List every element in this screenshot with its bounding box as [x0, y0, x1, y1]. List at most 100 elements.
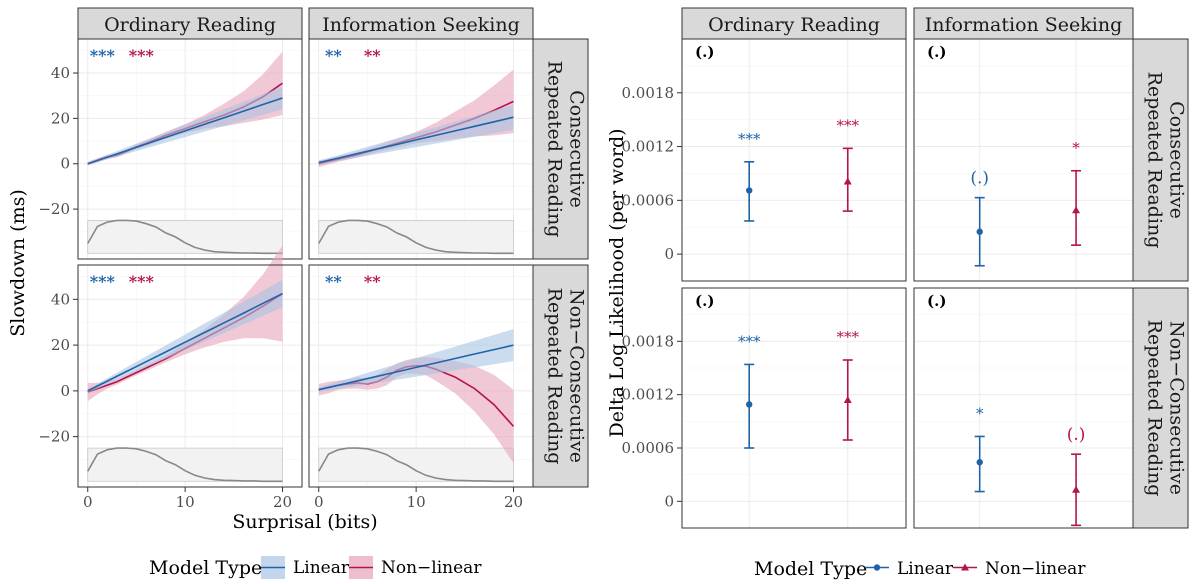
significance-label: (.) [970, 169, 989, 189]
linear-line [318, 116, 514, 164]
panel: (.) *** *** [681, 38, 907, 282]
linear-ci-band [318, 329, 514, 392]
density-box [87, 447, 283, 482]
significance-label: *** [738, 130, 761, 148]
nonlinear-significance: *** [129, 272, 155, 291]
panel: *** *** [77, 245, 303, 488]
facet-strip-label-line: Repeated Reading [1144, 320, 1166, 497]
facet-strip-col [77, 7, 303, 40]
panel-border [681, 38, 907, 282]
nonlinear-significance: ** [364, 46, 381, 65]
facet-strip-label-line: Repeated Reading [544, 288, 566, 465]
panel-border [681, 287, 907, 529]
facet-strip-label: Ordinary Reading [104, 14, 276, 36]
y-axis-title: Delta Log Likelihood (per word) [606, 128, 628, 437]
density-curve [318, 219, 514, 255]
facet-strip-label: ConsecutiveRepeated Reading [1144, 72, 1188, 249]
y-tick-label: 20 [51, 109, 70, 127]
facet-strip-row-label-group: Non−ConsecutiveRepeated Reading [1144, 320, 1188, 497]
legend-label: Non−linear [985, 559, 1086, 579]
panel-border [77, 38, 303, 260]
x-tick-label: 20 [504, 493, 523, 511]
corner-label: (.) [695, 292, 714, 310]
facet-strip-row [532, 38, 589, 260]
y-tick-label: 0.0012 [622, 386, 675, 404]
facet-strip-col [913, 7, 1134, 40]
x-tick-label: 10 [407, 493, 426, 511]
panel: ** ** [308, 38, 534, 260]
point-nonlinear [1072, 206, 1081, 214]
density-box [318, 220, 514, 254]
y-tick-label: 0 [60, 382, 70, 400]
legend-key-nonlinear-point [961, 563, 969, 571]
panel-border [308, 264, 534, 488]
legend-key-linear-point [873, 564, 881, 571]
legend-label: Linear [897, 559, 954, 579]
linear-ci-band [87, 86, 283, 165]
facet-strip-row-label-group: Non−ConsecutiveRepeated Reading [544, 288, 588, 465]
legend-title: Model Type [754, 558, 867, 580]
linear-ci-band [318, 104, 514, 165]
facet-strip-label: Information Seeking [322, 14, 520, 36]
density-curve [87, 219, 283, 255]
density-box [87, 220, 283, 254]
x-tick-label: 20 [273, 493, 292, 511]
density-box [318, 447, 514, 482]
facet-strip-col [681, 7, 907, 40]
density-curve [87, 447, 283, 483]
significance-label: * [1072, 139, 1080, 157]
panel: ** ** [308, 264, 534, 488]
linear-line [87, 292, 283, 392]
linear-significance: ** [325, 46, 342, 65]
linear-line [87, 97, 283, 165]
linear-ci-band [87, 279, 283, 393]
y-tick-label: 0.0018 [622, 332, 675, 350]
facet-strip-label: ConsecutiveRepeated Reading [544, 61, 588, 238]
y-tick-label: −20 [38, 428, 70, 446]
legend-label: Non−linear [381, 558, 482, 578]
x-tick-label: 10 [176, 493, 195, 511]
x-tick-label: 0 [83, 493, 93, 511]
corner-label: (.) [695, 43, 714, 61]
point-nonlinear [843, 177, 852, 185]
nonlinear-significance: *** [129, 46, 155, 65]
panel-border [913, 38, 1134, 282]
y-tick-label: 0.0018 [622, 84, 675, 102]
facet-strip-label-line: Non−Consecutive [1166, 321, 1188, 495]
panel-border [77, 264, 303, 488]
y-axis-title: Slowdown (ms) [7, 189, 29, 337]
point-nonlinear [843, 396, 852, 403]
facet-strip-label-line: Non−Consecutive [566, 289, 588, 463]
significance-label: *** [738, 332, 761, 350]
y-tick-label: 0.0012 [622, 138, 675, 156]
legend-title: Model Type [149, 557, 262, 579]
significance-label: *** [837, 116, 860, 134]
facet-strip-label-line: Consecutive [566, 90, 588, 208]
panel-border [308, 38, 534, 260]
facet-strip-row [532, 264, 589, 488]
facet-strip-label-line: Consecutive [1166, 101, 1188, 219]
linear-significance: ** [325, 272, 342, 291]
x-tick-label: 0 [314, 493, 324, 511]
point-linear [746, 187, 753, 194]
y-tick-label: 20 [51, 336, 70, 354]
facet-strip-label: Non−ConsecutiveRepeated Reading [1144, 320, 1188, 497]
point-linear [746, 401, 753, 408]
facet-strip-col [308, 7, 534, 40]
panel-border [913, 287, 1134, 529]
corner-label: (.) [927, 292, 946, 310]
y-tick-label: 40 [51, 290, 70, 308]
facet-strip-label-line: Repeated Reading [544, 61, 566, 238]
significance-label: * [976, 404, 984, 422]
corner-label: (.) [927, 43, 946, 61]
y-tick-label: −20 [38, 200, 70, 218]
density-curve [318, 447, 514, 483]
y-tick-label: 0.0006 [622, 439, 675, 457]
y-tick-label: 0 [664, 492, 674, 510]
x-axis-title: Surprisal (bits) [232, 511, 377, 533]
facet-strip-label: Non−ConsecutiveRepeated Reading [544, 288, 588, 465]
linear-line [318, 344, 514, 391]
linear-significance: *** [90, 272, 116, 291]
y-tick-label: 0 [60, 155, 70, 173]
panel: (.) (.) * [913, 38, 1134, 282]
